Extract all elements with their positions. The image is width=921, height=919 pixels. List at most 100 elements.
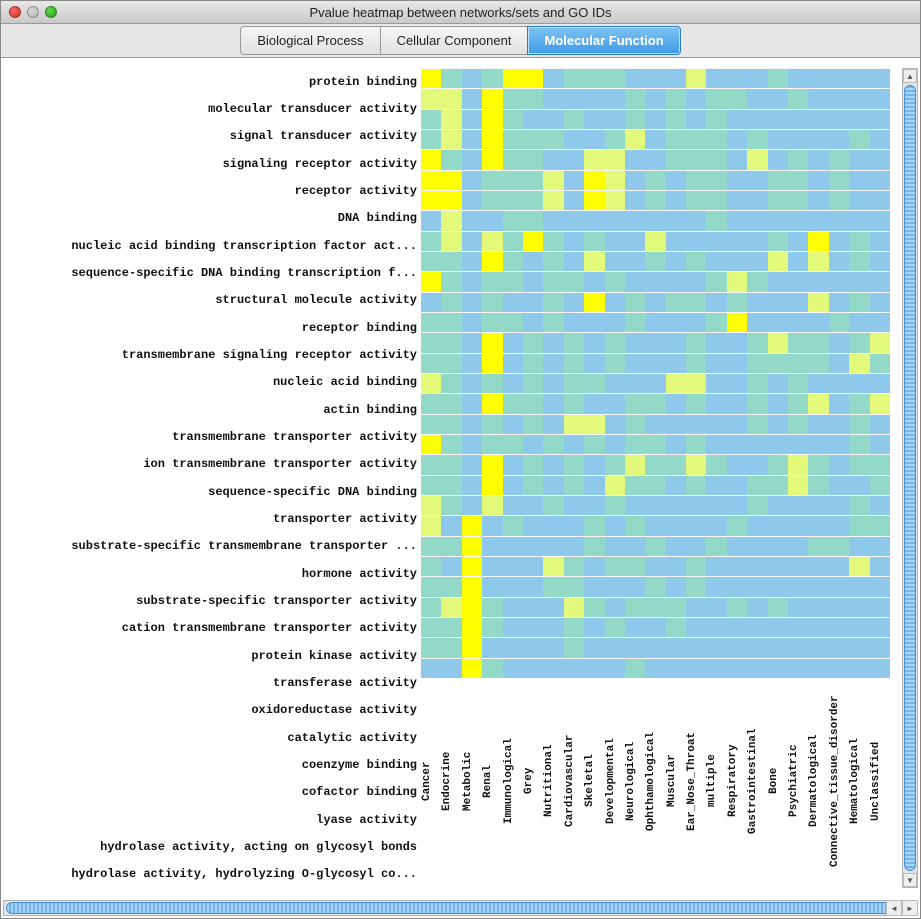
heatmap-cell-25-21[interactable]: [849, 577, 869, 596]
heatmap-cell-16-19[interactable]: [808, 394, 828, 413]
heatmap-cell-29-11[interactable]: [645, 659, 665, 678]
heatmap-cell-10-0[interactable]: [421, 272, 441, 291]
heatmap-cell-15-1[interactable]: [441, 374, 461, 393]
heatmap-cell-12-14[interactable]: [706, 313, 726, 332]
heatmap-cell-26-7[interactable]: [564, 598, 584, 617]
heatmap-cell-1-3[interactable]: [482, 89, 502, 108]
heatmap-cell-10-9[interactable]: [605, 272, 625, 291]
heatmap-cell-2-18[interactable]: [788, 110, 808, 129]
heatmap-cell-19-7[interactable]: [564, 455, 584, 474]
heatmap-cell-14-16[interactable]: [747, 354, 767, 373]
heatmap-cell-19-14[interactable]: [706, 455, 726, 474]
heatmap-row-13[interactable]: [421, 332, 890, 352]
heatmap-cell-8-9[interactable]: [605, 232, 625, 251]
heatmap-cell-11-21[interactable]: [849, 293, 869, 312]
heatmap-cell-10-19[interactable]: [808, 272, 828, 291]
heatmap-row-5[interactable]: [421, 170, 890, 190]
heatmap-cell-18-11[interactable]: [645, 435, 665, 454]
heatmap-cell-21-22[interactable]: [870, 496, 890, 515]
heatmap-cell-1-16[interactable]: [747, 89, 767, 108]
heatmap-cell-23-8[interactable]: [584, 537, 604, 556]
heatmap-cell-11-3[interactable]: [482, 293, 502, 312]
heatmap-cell-0-9[interactable]: [605, 69, 625, 88]
heatmap-cell-26-22[interactable]: [870, 598, 890, 617]
heatmap-cell-7-4[interactable]: [503, 211, 523, 230]
heatmap-cell-18-10[interactable]: [625, 435, 645, 454]
heatmap-cell-0-21[interactable]: [849, 69, 869, 88]
heatmap-cell-7-6[interactable]: [543, 211, 563, 230]
heatmap-cell-8-14[interactable]: [706, 232, 726, 251]
heatmap-cell-7-10[interactable]: [625, 211, 645, 230]
heatmap-row-11[interactable]: [421, 292, 890, 312]
tab-cellular-component[interactable]: Cellular Component: [380, 26, 529, 55]
heatmap-cell-7-12[interactable]: [666, 211, 686, 230]
heatmap-cell-14-2[interactable]: [462, 354, 482, 373]
heatmap-cell-19-0[interactable]: [421, 455, 441, 474]
heatmap-cell-8-7[interactable]: [564, 232, 584, 251]
heatmap-cell-1-22[interactable]: [870, 89, 890, 108]
heatmap-cell-12-19[interactable]: [808, 313, 828, 332]
heatmap-cell-20-7[interactable]: [564, 476, 584, 495]
heatmap-cell-25-15[interactable]: [727, 577, 747, 596]
heatmap-cell-9-17[interactable]: [768, 252, 788, 271]
heatmap-cell-17-15[interactable]: [727, 415, 747, 434]
heatmap-cell-7-3[interactable]: [482, 211, 502, 230]
scroll-up-arrow[interactable]: ▲: [903, 69, 917, 83]
heatmap-cell-14-13[interactable]: [686, 354, 706, 373]
heatmap-cell-19-21[interactable]: [849, 455, 869, 474]
heatmap-cell-7-17[interactable]: [768, 211, 788, 230]
heatmap-cell-7-22[interactable]: [870, 211, 890, 230]
vertical-scrollbar[interactable]: ▲ ▼: [902, 68, 918, 888]
heatmap-cell-2-10[interactable]: [625, 110, 645, 129]
heatmap-cell-3-21[interactable]: [849, 130, 869, 149]
heatmap-row-6[interactable]: [421, 190, 890, 210]
heatmap-cell-3-0[interactable]: [421, 130, 441, 149]
heatmap-cell-24-2[interactable]: [462, 557, 482, 576]
heatmap-cell-10-21[interactable]: [849, 272, 869, 291]
heatmap-cell-27-14[interactable]: [706, 618, 726, 637]
heatmap-cell-6-4[interactable]: [503, 191, 523, 210]
heatmap-cell-22-3[interactable]: [482, 516, 502, 535]
heatmap-cell-21-11[interactable]: [645, 496, 665, 515]
heatmap-cell-9-7[interactable]: [564, 252, 584, 271]
heatmap-cell-16-5[interactable]: [523, 394, 543, 413]
heatmap-cell-28-20[interactable]: [829, 638, 849, 657]
heatmap-cell-6-15[interactable]: [727, 191, 747, 210]
heatmap-cell-1-2[interactable]: [462, 89, 482, 108]
heatmap-cell-19-11[interactable]: [645, 455, 665, 474]
heatmap-cell-25-5[interactable]: [523, 577, 543, 596]
heatmap-cell-2-19[interactable]: [808, 110, 828, 129]
heatmap-cell-28-12[interactable]: [666, 638, 686, 657]
heatmap-cell-6-8[interactable]: [584, 191, 604, 210]
heatmap-cell-24-4[interactable]: [503, 557, 523, 576]
heatmap-cell-5-6[interactable]: [543, 171, 563, 190]
heatmap-cell-26-13[interactable]: [686, 598, 706, 617]
heatmap-cell-3-1[interactable]: [441, 130, 461, 149]
heatmap-cell-1-19[interactable]: [808, 89, 828, 108]
heatmap-cell-4-8[interactable]: [584, 150, 604, 169]
heatmap-cell-5-20[interactable]: [829, 171, 849, 190]
heatmap-row-15[interactable]: [421, 373, 890, 393]
heatmap-cell-17-12[interactable]: [666, 415, 686, 434]
heatmap-cell-6-10[interactable]: [625, 191, 645, 210]
heatmap-cell-25-18[interactable]: [788, 577, 808, 596]
heatmap-cell-6-3[interactable]: [482, 191, 502, 210]
heatmap-cell-19-1[interactable]: [441, 455, 461, 474]
heatmap-cell-20-18[interactable]: [788, 476, 808, 495]
heatmap-row-2[interactable]: [421, 109, 890, 129]
heatmap-cell-9-11[interactable]: [645, 252, 665, 271]
heatmap-cell-19-3[interactable]: [482, 455, 502, 474]
heatmap-cell-25-6[interactable]: [543, 577, 563, 596]
heatmap-cell-28-22[interactable]: [870, 638, 890, 657]
heatmap-cell-11-1[interactable]: [441, 293, 461, 312]
heatmap-cell-23-6[interactable]: [543, 537, 563, 556]
heatmap-cell-6-5[interactable]: [523, 191, 543, 210]
heatmap-cell-27-16[interactable]: [747, 618, 767, 637]
heatmap-cell-14-18[interactable]: [788, 354, 808, 373]
heatmap-cell-1-11[interactable]: [645, 89, 665, 108]
heatmap-row-25[interactable]: [421, 576, 890, 596]
heatmap-cell-20-19[interactable]: [808, 476, 828, 495]
heatmap-cell-17-9[interactable]: [605, 415, 625, 434]
heatmap-cell-4-4[interactable]: [503, 150, 523, 169]
heatmap-cell-3-4[interactable]: [503, 130, 523, 149]
